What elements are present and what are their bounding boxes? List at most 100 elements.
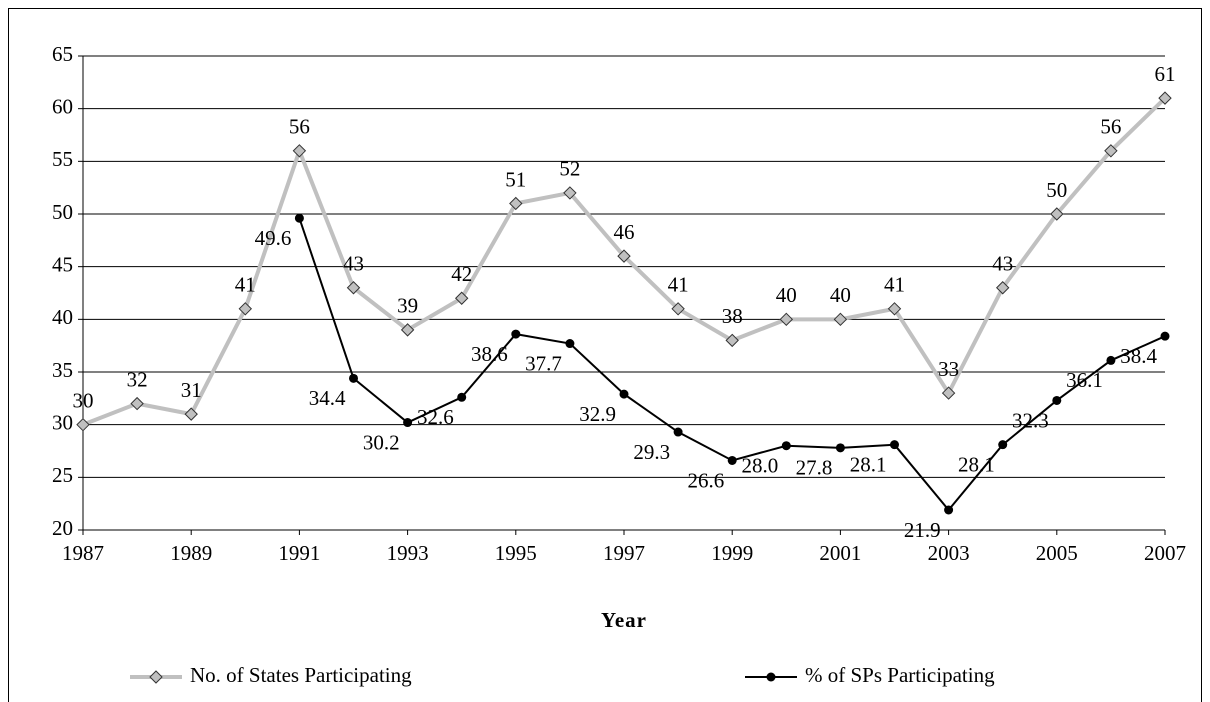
point bbox=[779, 312, 794, 327]
legend-label: No. of States Participating bbox=[190, 663, 412, 687]
data-label: 21.9 bbox=[904, 518, 941, 542]
point bbox=[346, 281, 361, 295]
data-label: 40 bbox=[830, 283, 851, 307]
data-label: 41 bbox=[884, 273, 905, 297]
point bbox=[565, 339, 575, 349]
data-label: 32 bbox=[127, 367, 148, 391]
data-label: 50 bbox=[1046, 178, 1067, 202]
point bbox=[400, 323, 415, 337]
point bbox=[887, 302, 902, 316]
point bbox=[725, 333, 739, 348]
y-tick-label: 40 bbox=[52, 305, 73, 329]
y-tick-label: 65 bbox=[52, 42, 73, 66]
legend-marker bbox=[149, 670, 163, 684]
y-tick-label: 20 bbox=[52, 516, 73, 540]
point bbox=[727, 455, 737, 465]
point bbox=[619, 389, 629, 399]
data-label: 51 bbox=[505, 167, 526, 191]
x-tick-label: 2003 bbox=[928, 541, 970, 565]
point bbox=[1052, 395, 1062, 405]
data-label: 28.1 bbox=[850, 452, 887, 476]
point bbox=[509, 196, 523, 211]
data-label: 28.0 bbox=[742, 454, 779, 478]
point bbox=[671, 302, 685, 316]
x-axis-label: Year bbox=[601, 608, 647, 632]
data-label: 41 bbox=[235, 273, 256, 297]
point bbox=[454, 291, 469, 305]
data-label: 30 bbox=[73, 388, 94, 412]
x-tick-label: 1987 bbox=[62, 541, 104, 565]
point bbox=[995, 281, 1010, 295]
data-label: 41 bbox=[668, 273, 689, 297]
y-tick-label: 30 bbox=[52, 410, 73, 434]
y-tick-label: 25 bbox=[52, 463, 73, 487]
data-label: 28.1 bbox=[958, 452, 995, 476]
y-tick-label: 35 bbox=[52, 358, 73, 382]
legend-marker bbox=[766, 672, 776, 682]
data-label: 38 bbox=[722, 304, 743, 328]
data-label: 46 bbox=[614, 220, 635, 244]
x-tick-label: 1989 bbox=[170, 541, 212, 565]
point bbox=[673, 427, 683, 437]
point bbox=[403, 418, 413, 428]
data-label: 26.6 bbox=[687, 468, 724, 492]
point bbox=[1158, 91, 1172, 105]
data-label: 27.8 bbox=[796, 456, 833, 480]
data-label: 32.9 bbox=[579, 402, 616, 426]
point bbox=[1160, 331, 1170, 341]
data-label: 38.4 bbox=[1120, 344, 1157, 368]
point bbox=[890, 440, 899, 450]
data-label: 39 bbox=[397, 294, 418, 318]
data-label: 33 bbox=[938, 357, 959, 381]
data-label: 32.6 bbox=[417, 405, 454, 429]
data-label: 42 bbox=[451, 262, 472, 286]
data-label: 29.3 bbox=[633, 440, 670, 464]
point bbox=[511, 329, 521, 339]
point bbox=[1050, 207, 1064, 221]
point bbox=[457, 392, 467, 402]
point bbox=[833, 312, 848, 327]
point bbox=[349, 373, 358, 383]
point bbox=[1104, 144, 1118, 158]
chart-frame bbox=[8, 8, 1202, 702]
point bbox=[563, 186, 577, 200]
data-label: 61 bbox=[1155, 62, 1176, 86]
data-label: 37.7 bbox=[525, 351, 562, 375]
x-tick-label: 1999 bbox=[711, 541, 753, 565]
data-label: 52 bbox=[559, 157, 580, 181]
data-label: 36.1 bbox=[1066, 368, 1103, 392]
data-label: 38.6 bbox=[471, 342, 508, 366]
data-label: 56 bbox=[1100, 115, 1121, 139]
point bbox=[292, 144, 307, 158]
y-tick-label: 55 bbox=[52, 147, 73, 171]
data-label: 32.3 bbox=[1012, 408, 1049, 432]
point bbox=[1106, 355, 1116, 365]
point bbox=[294, 213, 304, 223]
data-label: 34.4 bbox=[309, 386, 346, 410]
data-label: 43 bbox=[992, 252, 1013, 276]
point bbox=[184, 407, 198, 421]
data-label: 40 bbox=[776, 283, 797, 307]
x-tick-label: 1991 bbox=[278, 541, 320, 565]
point bbox=[944, 505, 954, 515]
data-label: 30.2 bbox=[363, 430, 400, 454]
legend-label: % of SPs Participating bbox=[805, 663, 995, 687]
data-label: 43 bbox=[343, 252, 364, 276]
x-tick-label: 2005 bbox=[1036, 541, 1078, 565]
point bbox=[130, 396, 144, 411]
point bbox=[941, 386, 956, 400]
point bbox=[835, 443, 845, 453]
x-tick-label: 1993 bbox=[387, 541, 429, 565]
data-label: 31 bbox=[181, 378, 202, 402]
y-tick-label: 60 bbox=[52, 94, 73, 118]
point bbox=[76, 417, 90, 432]
x-tick-label: 2001 bbox=[819, 541, 861, 565]
point bbox=[781, 441, 791, 451]
x-tick-label: 1995 bbox=[495, 541, 537, 565]
data-label: 49.6 bbox=[255, 226, 292, 250]
data-label: 56 bbox=[289, 115, 310, 139]
x-tick-label: 1997 bbox=[603, 541, 645, 565]
y-tick-label: 45 bbox=[52, 252, 73, 276]
x-tick-label: 2007 bbox=[1144, 541, 1186, 565]
